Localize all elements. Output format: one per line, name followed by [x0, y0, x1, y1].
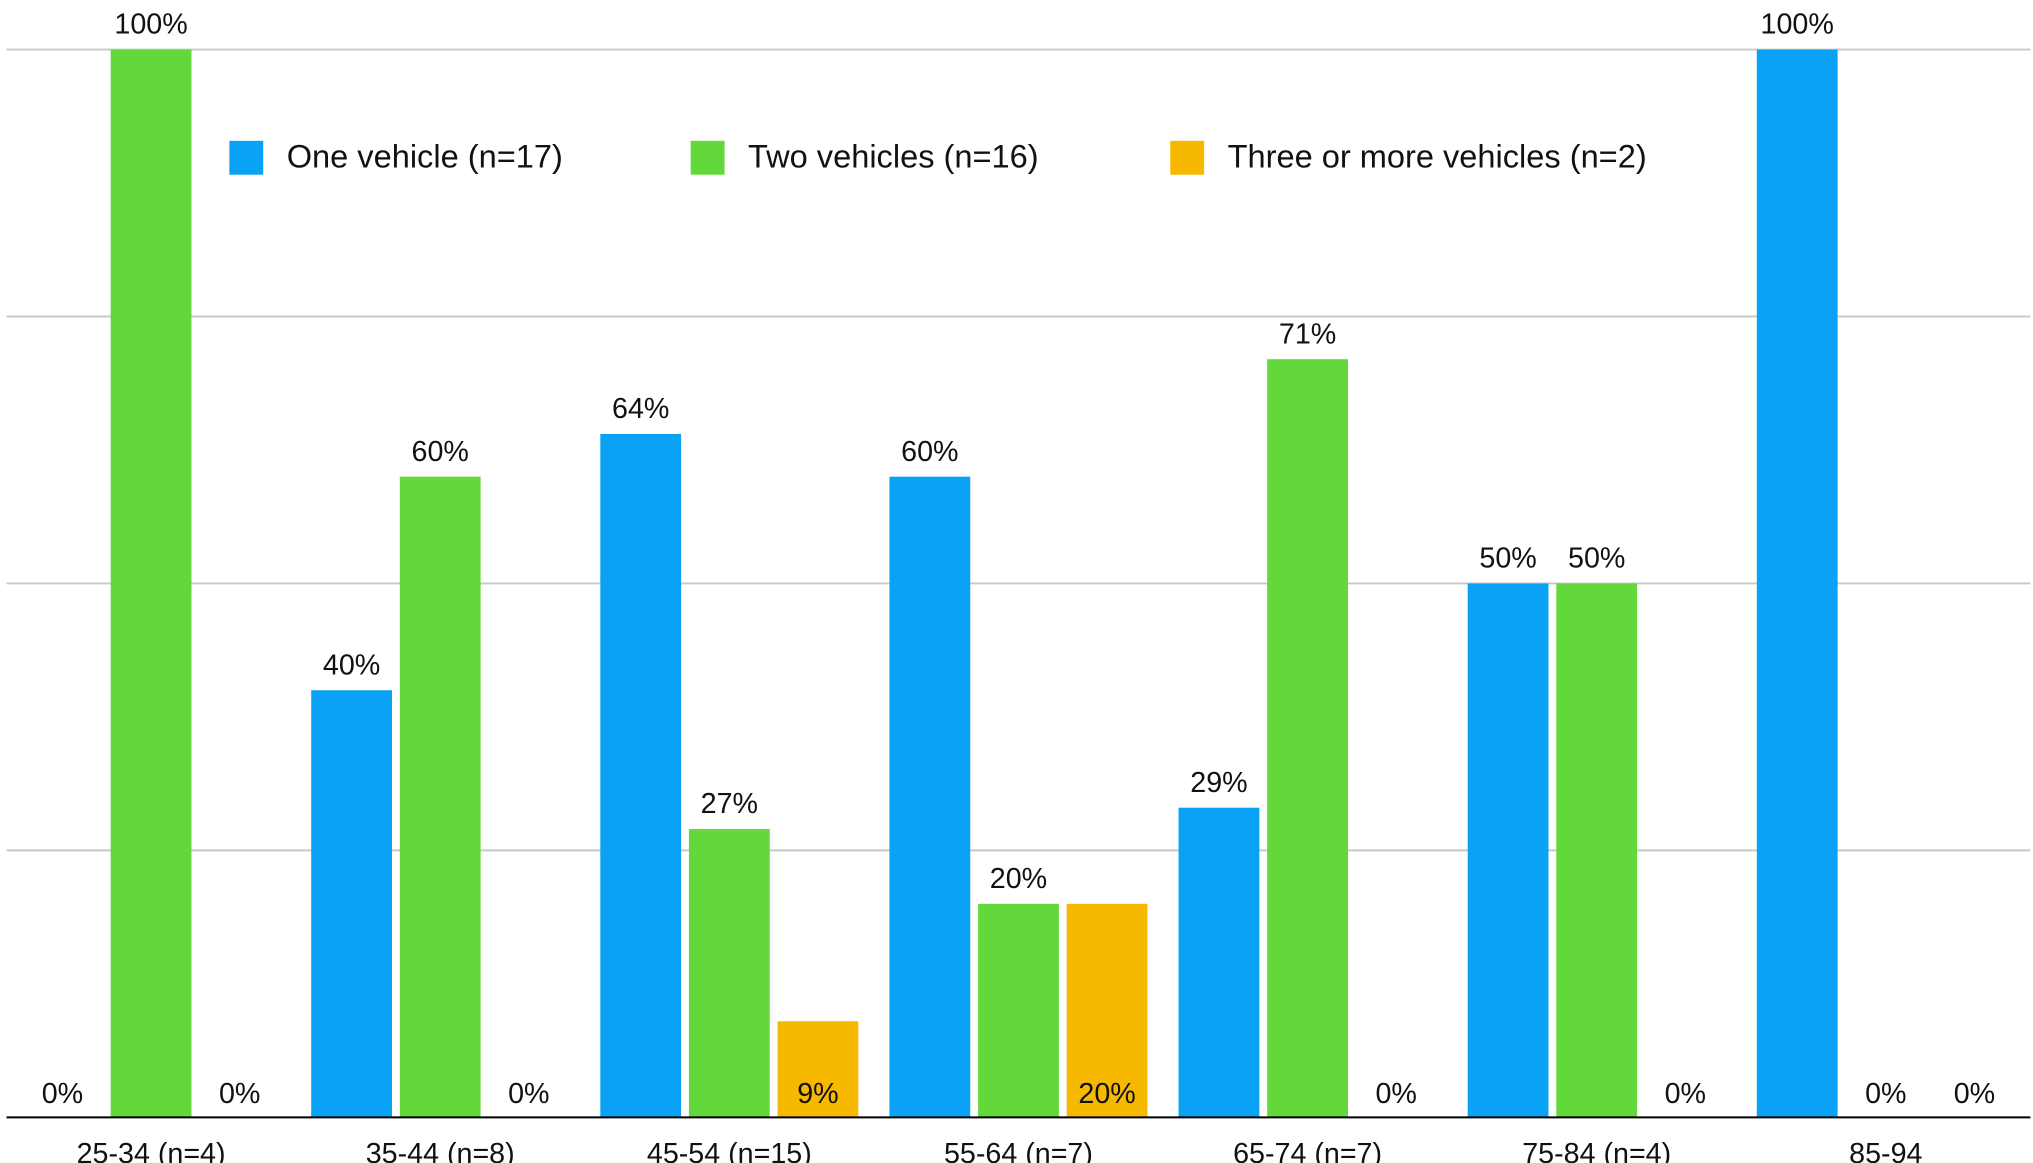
legend-swatch: [1170, 140, 1205, 175]
bar: [889, 476, 971, 1118]
data-label: 60%: [412, 436, 469, 468]
data-label: 27%: [701, 788, 758, 820]
data-label: 0%: [1665, 1078, 1706, 1110]
data-label: 71%: [1279, 318, 1336, 350]
data-label: 60%: [901, 436, 958, 468]
data-label: 0%: [42, 1078, 83, 1110]
bar: [978, 903, 1059, 1118]
bar: [311, 690, 392, 1118]
data-label: 64%: [612, 393, 669, 425]
data-label: 100%: [114, 9, 187, 41]
data-label: 50%: [1479, 543, 1536, 575]
x-tick-label: 65-74 (n=7): [1233, 1138, 1382, 1163]
x-tick-label: 85-94: [1849, 1138, 1922, 1163]
bar: [110, 49, 192, 1118]
bar: [600, 433, 682, 1118]
x-tick-label: 45-54 (n=15): [647, 1138, 812, 1163]
bar: [1556, 583, 1638, 1118]
legend-label: Three or more vehicles (n=2): [1228, 139, 1647, 175]
legend-label: Two vehicles (n=16): [748, 139, 1039, 175]
bar: [1467, 583, 1549, 1118]
bar: [1178, 807, 1260, 1118]
x-tick-label: 35-44 (n=8): [366, 1138, 515, 1163]
data-label: 0%: [219, 1078, 260, 1110]
data-label: 29%: [1190, 767, 1247, 799]
data-label: 20%: [1078, 1078, 1135, 1110]
bar: [1267, 359, 1348, 1118]
bar: [399, 476, 481, 1118]
legend-swatch: [690, 140, 725, 175]
data-label: 40%: [323, 649, 380, 681]
bar: [1066, 903, 1148, 1118]
data-label: 0%: [1954, 1078, 1995, 1110]
x-tick-label: 75-84 (n=4): [1522, 1138, 1671, 1163]
data-label: 9%: [797, 1078, 838, 1110]
x-tick-label: 25-34 (n=4): [77, 1138, 226, 1163]
bar: [1756, 49, 1838, 1118]
data-label: 0%: [1375, 1078, 1416, 1110]
data-label: 50%: [1568, 543, 1625, 575]
legend-swatch: [229, 140, 264, 175]
data-label: 0%: [1865, 1078, 1906, 1110]
data-label: 100%: [1761, 9, 1834, 41]
legend-label: One vehicle (n=17): [287, 139, 563, 175]
bar: [688, 829, 770, 1118]
x-tick-label: 55-64 (n=7): [944, 1138, 1093, 1163]
data-label: 20%: [990, 863, 1047, 895]
bar: [777, 1021, 859, 1118]
data-label: 0%: [508, 1078, 549, 1110]
